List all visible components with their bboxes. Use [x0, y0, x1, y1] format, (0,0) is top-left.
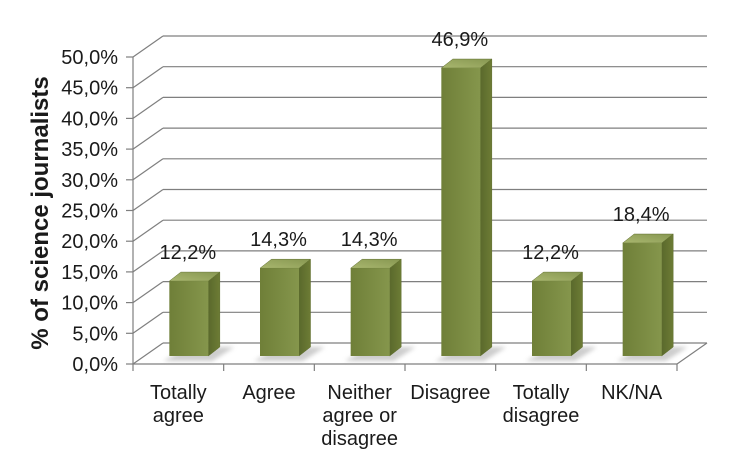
bar-front-face — [622, 243, 662, 356]
category-label-totally-disagree-line-1: Totally — [513, 382, 570, 404]
y-tick-label-0: 0,0% — [72, 354, 118, 376]
y-tick-label-4: 20,0% — [61, 231, 118, 253]
data-label-totally-disagree: 12,2% — [522, 242, 579, 264]
data-label-nk-na: 18,4% — [613, 204, 670, 226]
y-tick-label-8: 40,0% — [61, 108, 118, 130]
y-tick-label-9: 45,0% — [61, 78, 118, 100]
y-tick-label-10: 50,0% — [61, 47, 118, 69]
category-label-neither-agree-or-disagree-line-3: disagree — [321, 428, 398, 450]
gridline-depth-segment — [132, 250, 164, 273]
y-tick-label-7: 35,0% — [61, 139, 118, 161]
y-tick-label-2: 10,0% — [61, 293, 118, 315]
data-label-disagree: 46,9% — [431, 29, 488, 51]
bar-agree — [259, 258, 312, 357]
axes — [132, 57, 708, 371]
gridlines — [126, 35, 707, 365]
category-label-totally-agree-line-1: Totally — [150, 382, 207, 404]
category-label-neither-agree-or-disagree-line-2: agree or — [322, 405, 397, 427]
bar-front-face — [169, 281, 209, 356]
y-tick-label-6: 30,0% — [61, 170, 118, 192]
y-axis-title: % of science journalists — [27, 76, 54, 349]
category-label-totally-disagree-line-2: disagree — [503, 405, 580, 427]
data-label-neither-agree-or-disagree: 14,3% — [341, 229, 398, 251]
floor-right-edge — [676, 342, 708, 365]
gridline-depth-segment — [132, 281, 164, 304]
bar-side-face — [208, 271, 221, 357]
y-tick-label-1: 5,0% — [72, 323, 118, 345]
chart-text: 12,2%Totallyagree14,3%Agree14,3%Neithera… — [27, 29, 670, 450]
gridline-depth-segment — [132, 342, 164, 365]
bar-disagree — [440, 58, 493, 357]
category-label-agree-line-1: Agree — [242, 382, 295, 404]
gridline-depth-segment — [132, 311, 164, 334]
category-label-disagree-line-1: Disagree — [410, 382, 490, 404]
gridline-depth-segment — [132, 96, 164, 119]
bar-side-face — [661, 233, 674, 357]
data-label-agree: 14,3% — [250, 229, 307, 251]
gridline-depth-segment — [132, 219, 164, 242]
bar-front-face — [350, 268, 390, 356]
bar-nk-na — [621, 233, 674, 357]
gridline-depth-segment — [132, 66, 164, 89]
bar-front-face — [532, 281, 571, 356]
y-tick-label-3: 15,0% — [61, 262, 118, 284]
gridline-depth-segment — [132, 127, 164, 150]
bar-side-face — [570, 271, 583, 357]
category-label-totally-agree-line-2: agree — [153, 405, 204, 427]
y-tick-label-5: 25,0% — [61, 201, 118, 223]
bar-side-face — [480, 58, 493, 357]
bar-shadows — [163, 347, 688, 361]
bar-side-face — [389, 258, 402, 357]
gridline-depth-segment — [132, 35, 164, 58]
bar-totally-agree — [168, 271, 221, 357]
bar-totally-disagree — [531, 271, 584, 357]
bar-front-face — [441, 68, 481, 356]
category-label-neither-agree-or-disagree-line-1: Neither — [327, 382, 392, 404]
bar-neither-agree-or-disagree — [349, 258, 402, 357]
gridline-depth-segment — [132, 158, 164, 181]
gridline-depth-segment — [132, 189, 164, 211]
data-label-totally-agree: 12,2% — [159, 242, 216, 264]
bars — [168, 58, 674, 357]
category-label-nk-na-line-1: NK/NA — [601, 382, 663, 404]
bar-side-face — [298, 258, 311, 357]
bar-front-face — [260, 268, 299, 356]
